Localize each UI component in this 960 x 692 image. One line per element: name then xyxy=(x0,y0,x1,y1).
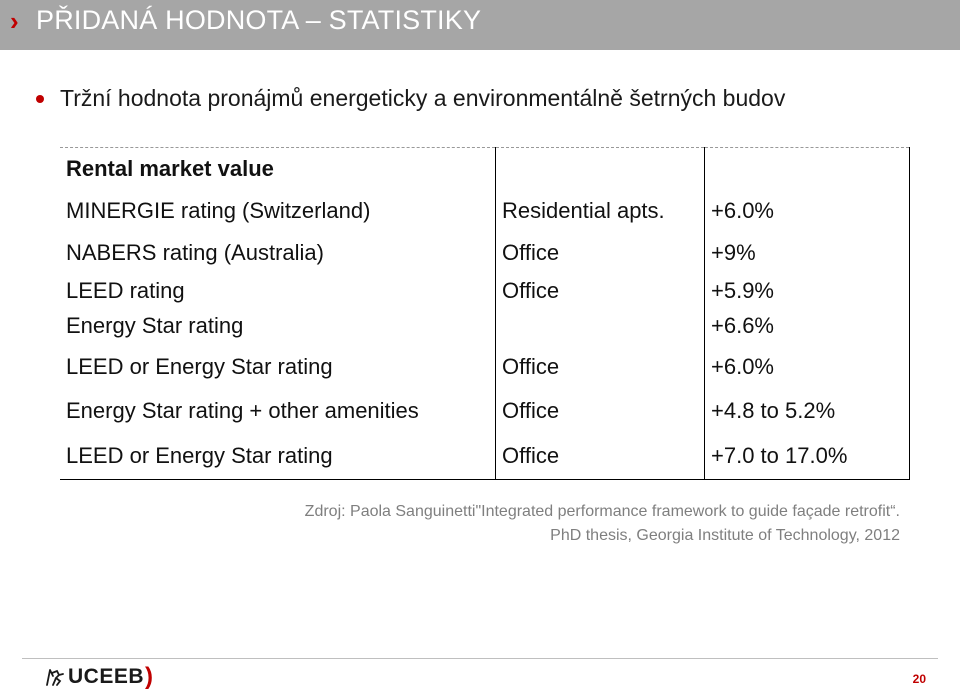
type-cell: Office xyxy=(495,231,705,274)
table-row: Energy Star rating + other amenities Off… xyxy=(60,389,910,433)
page-number: 20 xyxy=(912,672,926,686)
logo-text: UCEEB xyxy=(68,665,145,688)
table-heading-row: Rental market value xyxy=(60,147,910,190)
rating-cell: LEED or Energy Star rating xyxy=(60,432,496,480)
slide-header: › PŘIDANÁ HODNOTA – STATISTIKY xyxy=(0,0,960,50)
bullet-dot-icon xyxy=(36,95,44,103)
table-heading: Rental market value xyxy=(60,147,496,190)
type-cell: Office xyxy=(495,389,705,433)
rating-cell: NABERS rating (Australia) xyxy=(66,239,324,265)
value-cell: +7.0 to 17.0% xyxy=(704,432,910,480)
value-cell: +4.8 to 5.2% xyxy=(704,389,910,433)
table-row: LEED or Energy Star rating Office +7.0 t… xyxy=(60,432,910,480)
rating-cell: LEED or Energy Star rating xyxy=(66,353,333,379)
source-line-2: PhD thesis, Georgia Institute of Technol… xyxy=(550,527,900,544)
rating-cell: MINERGIE rating (Switzerland) xyxy=(66,197,371,223)
chevron-right-icon: › xyxy=(10,6,19,36)
table-row: NABERS rating (Australia) Office +9% xyxy=(60,231,910,274)
uceeb-logo: UCEEB ) xyxy=(44,663,154,690)
rating-cell: LEED rating xyxy=(66,277,185,303)
rating-cell: Energy Star rating xyxy=(66,312,244,338)
cvut-lion-icon xyxy=(46,669,64,686)
rating-cell: Energy Star rating + other amenities xyxy=(66,398,419,423)
value-cell: +6.0% xyxy=(704,343,910,390)
table-row: MINERGIE rating (Switzerland) Residentia… xyxy=(60,189,910,232)
table-row: LEED rating Office +5.9% xyxy=(60,273,910,308)
source-line-1: Zdroj: Paola Sanguinetti"Integrated perf… xyxy=(304,503,900,520)
type-cell: Office xyxy=(495,432,705,480)
type-cell: Office xyxy=(495,273,705,308)
value-cell: +5.9% xyxy=(704,273,910,308)
table-row: Energy Star rating +6.6% xyxy=(60,307,910,344)
footer-divider xyxy=(22,658,938,659)
type-cell: Office xyxy=(495,343,705,390)
type-cell xyxy=(495,307,705,344)
value-cell: +6.0% xyxy=(704,189,910,232)
table-row: LEED or Energy Star rating Office +6.0% xyxy=(60,343,910,390)
type-cell: Residential apts. xyxy=(495,189,705,232)
rental-value-table: Rental market value MINERGIE rating (Swi… xyxy=(60,147,910,480)
value-cell: +6.6% xyxy=(704,307,910,344)
value-cell: +9% xyxy=(704,231,910,274)
logo-parenthesis: ) xyxy=(145,663,154,690)
bullet-text: Tržní hodnota pronájmů energeticky a env… xyxy=(60,85,786,111)
slide-title: PŘIDANÁ HODNOTA – STATISTIKY xyxy=(36,5,482,35)
